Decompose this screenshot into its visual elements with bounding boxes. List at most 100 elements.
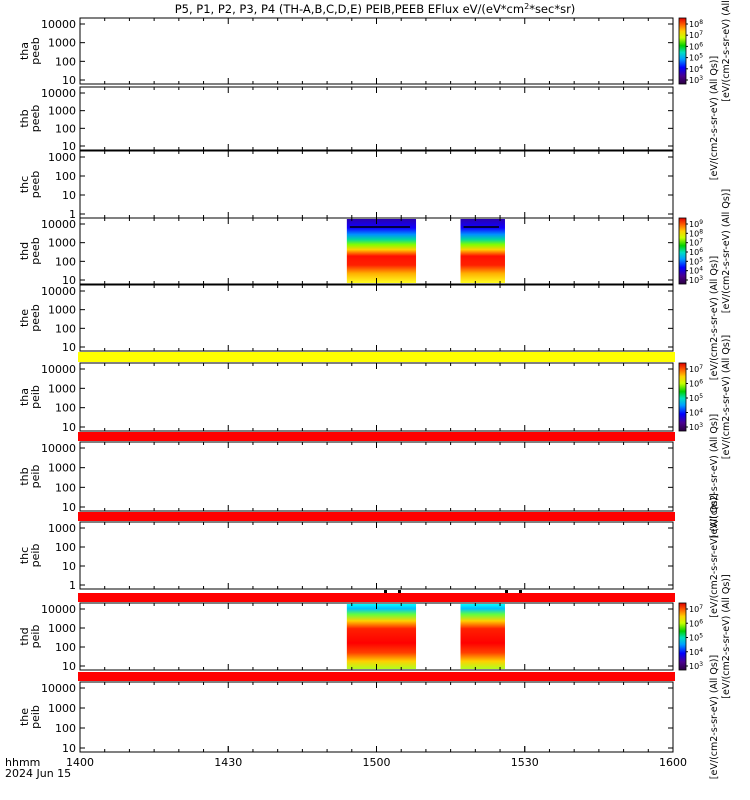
panel-frame: [79, 17, 674, 85]
x-tick-label: 1430: [214, 756, 242, 769]
status-bar: [78, 432, 675, 441]
colorbar-tick-label: 103: [689, 275, 703, 285]
y-tick-label: 10: [62, 560, 76, 573]
data-marker: [398, 590, 401, 593]
y-tick-label: 1000: [48, 37, 76, 50]
colorbar: [eV/(cm2-s-sr-eV) (All Qs)]: [709, 414, 720, 538]
y-tick-label: 1000: [48, 522, 76, 535]
colorbar-tick-label: 104: [689, 408, 703, 418]
y-tick-label: 10: [62, 74, 76, 87]
y-tick-label: 100: [55, 722, 76, 735]
y-tick-label: 10000: [41, 87, 76, 100]
y-tick-label: 10: [62, 341, 76, 354]
spectrogram-panel: 10 100 1000 10000 thapeib: [18, 362, 674, 434]
panel-frame: [79, 681, 674, 753]
colorbar: [eV/(cm2-s-sr-eV) (All Qs)]: [709, 256, 720, 380]
panel-frame: [79, 86, 674, 151]
y-tick-label: 1000: [48, 462, 76, 475]
colorbar-tick-label: 105: [689, 256, 703, 266]
panel-frame: [79, 441, 674, 512]
spectrogram-panel: 10 100 1000 10000 thepeeb: [18, 284, 674, 354]
x-tick-label: 1600: [659, 756, 687, 769]
y-tick-label: 1: [69, 579, 76, 592]
status-bar: [78, 593, 675, 602]
colorbar-tick-label: 104: [689, 266, 703, 276]
data-marker: [519, 590, 522, 593]
colorbar-title: [eV/(cm2-s-sr-eV) (All Qs)]: [721, 574, 732, 698]
y-tick-label: 1000: [48, 702, 76, 715]
spectrogram-panel: 10 100 1000 10000 thepeib: [18, 681, 674, 755]
colorbar-tick-label: 107: [689, 604, 703, 614]
colorbar-title: [eV/(cm2-s-sr-eV) (All Qs)]: [709, 256, 720, 380]
colorbar-tick-label: 107: [689, 364, 703, 374]
spectrogram-panel: 10 100 1000 10000 thbpeib: [18, 441, 674, 514]
y-tick-label: 1000: [48, 622, 76, 635]
colorbar-tick-label: 104: [689, 647, 703, 657]
panel-frame: [79, 284, 674, 352]
y-tick-label: 10000: [41, 285, 76, 298]
panel-label: thdpeeb: [18, 237, 42, 265]
y-tick-label: 10000: [41, 363, 76, 376]
colorbar-tick-label: 106: [689, 379, 703, 389]
y-tick-label: 100: [55, 641, 76, 654]
y-tick-label: 10: [62, 274, 76, 287]
x-tick-label: 1530: [511, 756, 539, 769]
colorbar: [eV/(cm2-s-sr-eV) (All Qs)]: [709, 655, 720, 779]
y-tick-label: 10: [62, 660, 76, 673]
y-tick-label: 10: [62, 140, 76, 153]
y-tick-label: 1000: [48, 382, 76, 395]
data-marker: [505, 590, 508, 593]
panel-frame: [79, 521, 674, 590]
colorbar-scale: [678, 17, 687, 85]
colorbar-tick-label: 107: [689, 238, 703, 248]
spectrogram-data-block: [346, 604, 417, 669]
colorbar-tick-label: 108: [689, 19, 703, 29]
colorbar-tick-label: 107: [689, 30, 703, 40]
panel-frame: [79, 362, 674, 432]
y-tick-label: 10000: [41, 603, 76, 616]
colorbar: 107 106 105 104 103 [eV/(cm2-s-sr-eV) (All Qs…: [678, 335, 732, 459]
colorbar-title: [eV/(cm2-s-sr-eV) (All Qs)]: [709, 414, 720, 538]
y-tick-label: 10: [62, 742, 76, 755]
panel-label: thcpeeb: [18, 171, 42, 199]
colorbar-scale: [678, 217, 687, 285]
y-tick-label: 1000: [48, 304, 76, 317]
spectrogram-panel: 1 10 100 1000 thcpeib: [18, 521, 674, 592]
panel-label: thepeib: [18, 705, 42, 729]
y-tick-label: 100: [55, 402, 76, 415]
y-tick-label: 100: [55, 481, 76, 494]
y-tick-label: 10000: [41, 442, 76, 455]
y-tick-label: 1000: [48, 151, 76, 164]
colorbar: 107 106 105 104 103 [eV/(cm2-s-sr-eV) (All Qs…: [678, 574, 732, 699]
colorbar-title: [eV/(cm2-s-sr-eV) (All Qs)]: [721, 335, 732, 459]
spectrogram-data-block: [346, 219, 417, 283]
panel-label: thapeeb: [18, 37, 42, 65]
colorbar-tick-label: 106: [689, 247, 703, 257]
colorbar-title: [eV/(cm2-s-sr-eV) (All: [721, 0, 732, 102]
colorbar-tick-label: 103: [689, 422, 703, 432]
colorbar-title: [eV/(cm2-s-sr-eV) (All Qs)]: [709, 655, 720, 779]
y-tick-label: 100: [55, 170, 76, 183]
colorbar-tick-label: 106: [689, 41, 703, 51]
colorbar-title: [eV/(cm2-s-sr-eV) (All Qs)]: [709, 56, 720, 180]
panel-frame: [79, 150, 674, 219]
status-bar: [78, 512, 675, 521]
colorbar-scale: [678, 362, 687, 432]
spectrogram-panel: 10 100 1000 10000 thbpeeb: [18, 86, 674, 153]
y-tick-label: 10000: [41, 218, 76, 231]
colorbar-tick-label: 105: [689, 53, 703, 63]
colorbar-tick-label: 106: [689, 618, 703, 628]
panel-label: thapeib: [18, 385, 42, 409]
panel-label: thdpeib: [18, 625, 42, 649]
colorbar-title: [eV/(cm2-s-sr-eV) (All Qs)]: [721, 189, 732, 313]
panel-label: thbpeeb: [18, 105, 42, 133]
spectrogram-data-block: [460, 219, 505, 283]
status-bar: [78, 672, 675, 681]
colorbar-tick-label: 105: [689, 633, 703, 643]
x-tick-label: 1400: [66, 756, 94, 769]
y-tick-label: 1000: [48, 105, 76, 118]
colorbar-scale: [678, 602, 687, 671]
colorbar-tick-label: 105: [689, 393, 703, 403]
